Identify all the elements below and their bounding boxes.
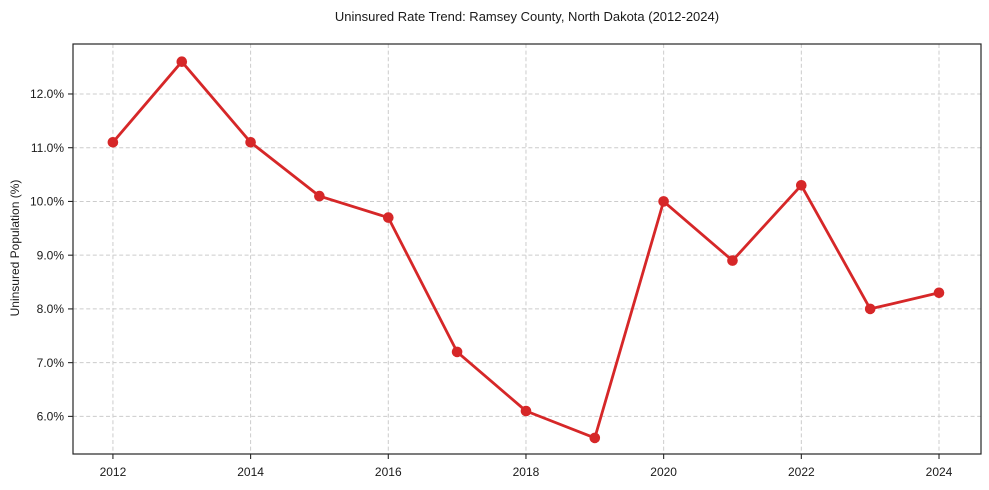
y-axis: 6.0% 7.0% 8.0% 9.0% 10.0% 11.0% 12.0% xyxy=(30,87,73,424)
x-tick-label: 2024 xyxy=(926,465,953,479)
data-point xyxy=(383,212,394,223)
y-tick-label: 11.0% xyxy=(31,141,64,155)
data-point xyxy=(245,137,256,148)
x-axis: 2012 2014 2016 2018 2020 2022 2024 xyxy=(100,454,953,479)
data-point xyxy=(933,287,945,299)
x-tick-label: 2020 xyxy=(650,465,677,479)
y-tick-label: 12.0% xyxy=(30,87,64,101)
x-tick-label: 2012 xyxy=(100,465,127,479)
data-point xyxy=(176,56,188,67)
y-tick-label: 7.0% xyxy=(37,356,65,370)
data-point xyxy=(864,303,876,315)
data-point xyxy=(107,137,119,148)
data-points xyxy=(107,56,945,444)
data-point xyxy=(589,432,601,444)
x-tick-label: 2022 xyxy=(788,465,815,479)
y-tick-label: 8.0% xyxy=(37,302,65,316)
data-point xyxy=(314,190,325,202)
data-point xyxy=(727,255,738,266)
y-tick-label: 6.0% xyxy=(37,410,65,424)
data-point xyxy=(796,180,807,191)
data-point xyxy=(451,346,463,358)
chart-title: Uninsured Rate Trend: Ramsey County, Nor… xyxy=(334,9,720,24)
data-point xyxy=(658,196,669,207)
data-point xyxy=(520,405,532,417)
grid-lines xyxy=(73,44,981,454)
x-tick-label: 2014 xyxy=(237,465,264,479)
y-tick-label: 10.0% xyxy=(30,195,64,209)
x-tick-label: 2016 xyxy=(375,465,402,479)
plot-area-frame xyxy=(72,43,982,455)
y-tick-label: 9.0% xyxy=(37,248,65,262)
x-tick-label: 2018 xyxy=(513,465,540,479)
